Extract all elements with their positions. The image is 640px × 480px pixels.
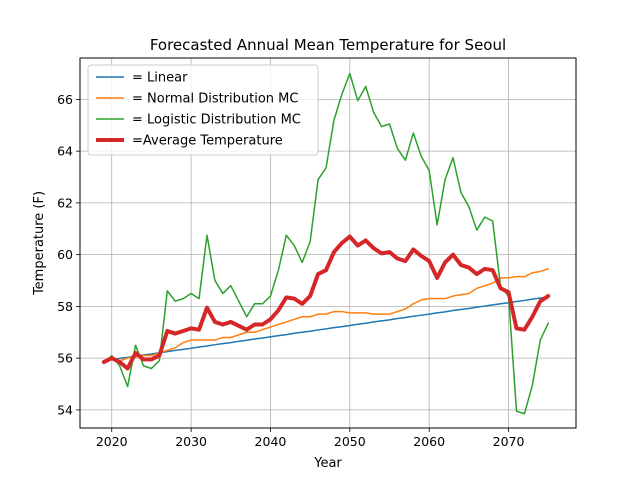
legend-box — [87, 64, 319, 156]
x-axis-label: Year — [313, 456, 342, 471]
series-line-2 — [103, 268, 549, 363]
x-tick-label: 2030 — [175, 434, 207, 449]
legend-label-2: = Normal Distribution MC — [132, 92, 298, 107]
y-tick-label: 64 — [57, 144, 73, 159]
x-tick-label: 2070 — [493, 434, 525, 449]
y-tick-label: 58 — [57, 299, 73, 314]
y-tick-label: 56 — [57, 351, 73, 366]
y-tick-label: 66 — [57, 92, 73, 107]
x-tick-label: 2020 — [96, 434, 128, 449]
x-tick-label: 2060 — [413, 434, 445, 449]
axis-ticks: 2020 2030 2040 2050 2060 2070 54 56 58 60 62 64 66 — [57, 92, 524, 449]
series-line-1 — [103, 296, 549, 362]
legend-label-1: = Linear — [132, 71, 188, 86]
x-tick-label: 2050 — [334, 434, 366, 449]
y-tick-label: 62 — [57, 195, 73, 210]
legend: = Linear = Normal Distribution MC = Logist… — [87, 64, 319, 156]
series-line-3 — [103, 72, 549, 415]
series-lines — [101, 72, 551, 415]
x-tick-label: 2040 — [255, 434, 287, 449]
plot-frame — [79, 57, 577, 429]
legend-label-4: =Average Temperature — [132, 134, 283, 149]
chart-title: Forecasted Annual Mean Temperature for S… — [150, 36, 506, 54]
y-tick-label: 54 — [57, 402, 73, 417]
y-tick-label: 60 — [57, 247, 73, 262]
series-line-4 — [101, 234, 551, 371]
legend-label-3: = Logistic Distribution MC — [132, 113, 301, 128]
y-axis-label: Temperature (F) — [32, 191, 47, 296]
